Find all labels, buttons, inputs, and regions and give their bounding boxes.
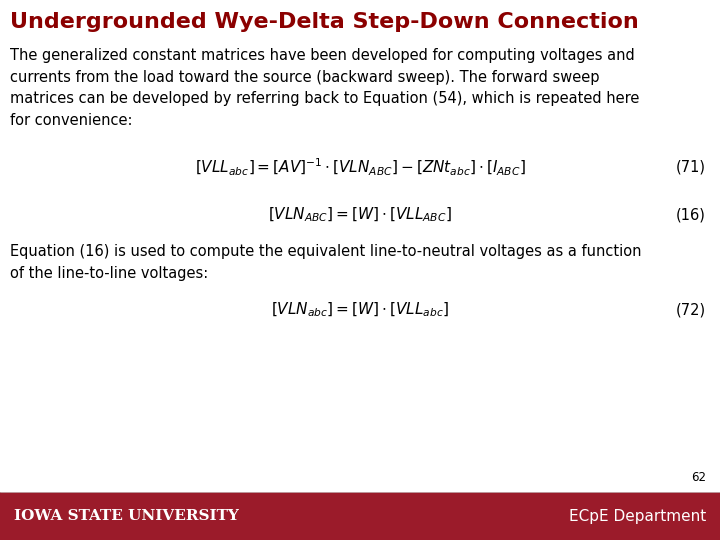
Text: The generalized constant matrices have been developed for computing voltages and: The generalized constant matrices have b… [10, 48, 639, 128]
Text: (71): (71) [676, 159, 706, 174]
Text: ECpE Department: ECpE Department [569, 509, 706, 523]
Text: (16): (16) [676, 207, 706, 222]
Bar [0, 492, 720, 540]
Text: Equation (16) is used to compute the equivalent line-to-neutral voltages as a fu: Equation (16) is used to compute the equ… [10, 244, 642, 281]
Text: IOWA STATE UNIVERSITY: IOWA STATE UNIVERSITY [14, 509, 239, 523]
Text: 62: 62 [691, 471, 706, 484]
Text: Undergrounded Wye-Delta Step-Down Connection: Undergrounded Wye-Delta Step-Down Connec… [10, 12, 639, 32]
Text: $[VLL_{abc}] = [AV]^{-1} \cdot [VLN_{ABC}] - [ZNt_{abc}] \cdot [I_{ABC}]$: $[VLL_{abc}] = [AV]^{-1} \cdot [VLN_{ABC… [194, 157, 526, 178]
Text: $[VLN_{ABC}] = [W] \cdot [VLL_{ABC}]$: $[VLN_{ABC}] = [W] \cdot [VLL_{ABC}]$ [268, 206, 452, 224]
Text: (72): (72) [676, 302, 706, 318]
Text: $[VLN_{abc}] = [W] \cdot [VLL_{abc}]$: $[VLN_{abc}] = [W] \cdot [VLL_{abc}]$ [271, 301, 449, 319]
